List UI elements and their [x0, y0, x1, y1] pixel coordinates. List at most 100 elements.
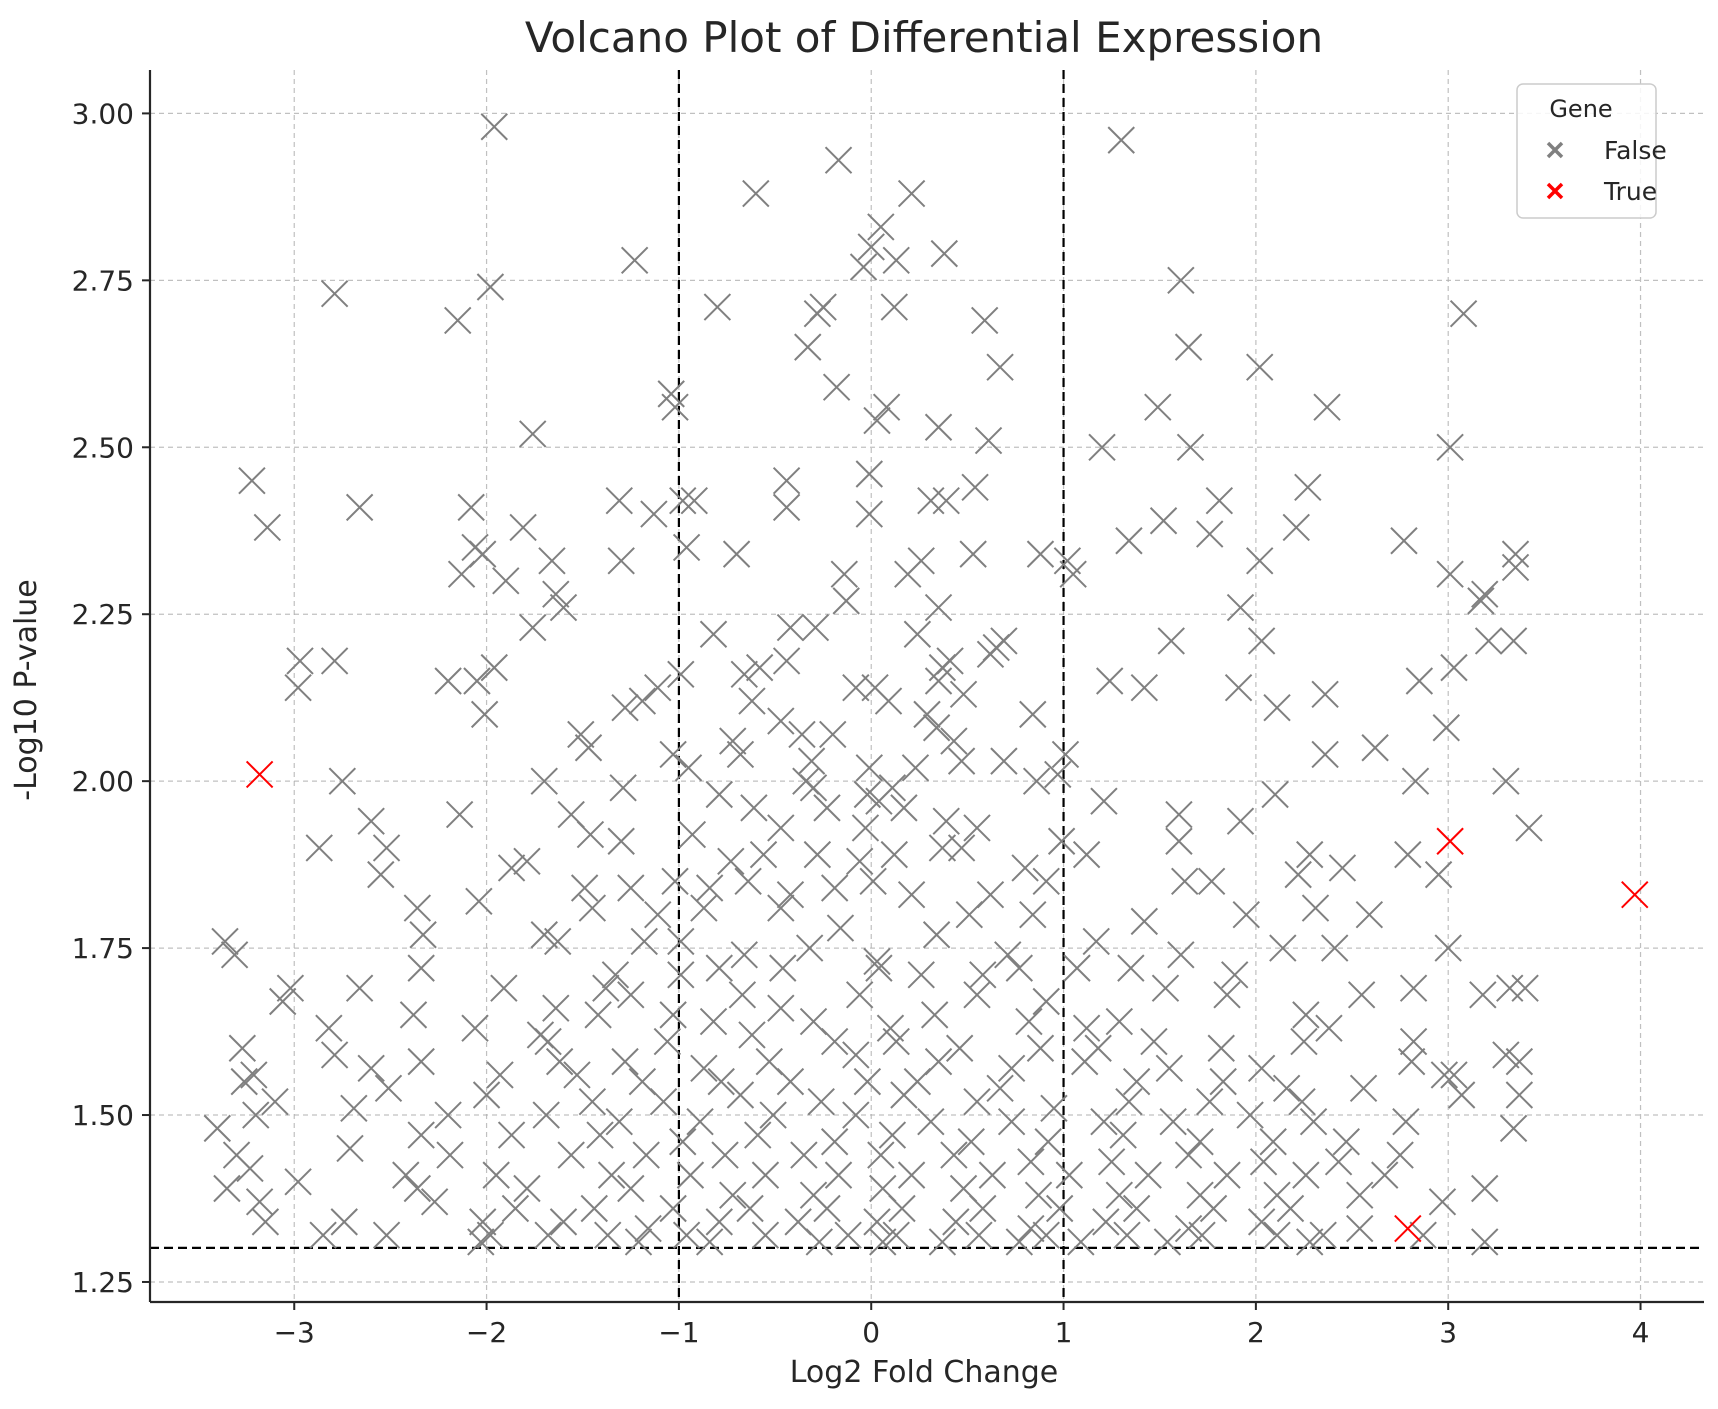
data-point	[1394, 840, 1422, 869]
data-point	[1471, 1228, 1499, 1256]
points-layer	[203, 113, 1649, 1256]
data-point	[284, 673, 312, 702]
data-point	[1397, 1047, 1426, 1076]
data-point	[1474, 627, 1503, 655]
data-point	[659, 1001, 687, 1029]
data-point	[611, 1047, 639, 1076]
data-point	[695, 874, 724, 902]
data-point	[345, 974, 374, 1002]
data-point	[970, 306, 999, 335]
data-point	[932, 807, 960, 835]
data-point	[445, 800, 474, 829]
data-point	[659, 1194, 687, 1223]
data-point	[1296, 1228, 1324, 1256]
data-point	[1034, 1128, 1062, 1156]
data-point	[913, 700, 941, 729]
data-point	[203, 1114, 232, 1143]
data-point	[738, 687, 766, 715]
data-point	[820, 1128, 849, 1156]
data-point	[409, 921, 437, 949]
data-point	[463, 667, 491, 695]
data-point	[1174, 1141, 1203, 1169]
data-point	[576, 820, 605, 849]
data-point	[922, 921, 951, 949]
data-point	[1165, 827, 1193, 855]
data-point	[865, 954, 893, 982]
y-tick-label: 1.25	[72, 1266, 134, 1299]
data-point	[480, 653, 508, 682]
data-point	[845, 981, 874, 1009]
data-point	[872, 393, 901, 421]
data-point	[1090, 1108, 1118, 1136]
data-point	[634, 1214, 662, 1243]
data-point	[730, 660, 758, 689]
data-point	[1292, 1001, 1320, 1029]
data-point	[676, 1161, 705, 1189]
data-point	[605, 486, 633, 515]
data-point	[978, 1161, 1007, 1189]
data-point	[1328, 854, 1357, 882]
data-point	[1349, 1074, 1378, 1103]
data-point	[1015, 1007, 1043, 1036]
data-point	[220, 941, 249, 969]
data-point	[357, 1054, 385, 1082]
data-point	[834, 1221, 862, 1249]
data-point	[878, 1121, 907, 1149]
data-point	[794, 333, 822, 361]
data-point	[1399, 974, 1428, 1002]
data-point	[1269, 934, 1297, 962]
data-point	[661, 393, 689, 421]
data-point	[1092, 1208, 1120, 1236]
data-point	[1171, 867, 1199, 896]
data-point	[1082, 927, 1110, 956]
data-point	[1097, 1148, 1126, 1176]
data-point	[563, 1061, 591, 1089]
data-point	[519, 420, 547, 448]
data-point	[769, 954, 797, 982]
data-point	[1115, 527, 1143, 555]
data-point	[1026, 540, 1055, 568]
data-point	[859, 867, 887, 896]
data-point	[711, 1141, 739, 1169]
chart-title: Volcano Plot of Differential Expression	[525, 13, 1323, 62]
data-point	[963, 1087, 991, 1116]
data-point	[532, 1101, 560, 1129]
data-point	[965, 1221, 993, 1249]
data-point	[1501, 553, 1530, 582]
data-point	[1401, 767, 1430, 795]
legend-marker-false	[1546, 141, 1564, 159]
data-point	[819, 720, 847, 749]
data-point	[407, 1121, 435, 1149]
data-point	[876, 1014, 905, 1042]
data-point	[242, 1101, 270, 1129]
data-point	[1019, 700, 1047, 729]
data-point	[924, 413, 953, 441]
data-point	[849, 253, 878, 281]
data-point	[501, 1194, 530, 1223]
data-point	[957, 1128, 985, 1156]
data-point	[940, 727, 968, 755]
data-point	[1188, 1221, 1216, 1249]
data-point	[519, 613, 547, 642]
data-point	[1440, 1061, 1468, 1089]
data-point	[465, 887, 493, 916]
legend-label-true: True	[1603, 177, 1657, 206]
data-point	[1026, 1034, 1055, 1062]
data-point	[801, 613, 830, 642]
data-point	[482, 1161, 510, 1189]
data-point	[472, 1081, 501, 1109]
data-point	[1155, 1054, 1184, 1082]
data-point	[1144, 393, 1172, 421]
data-point	[1496, 974, 1524, 1002]
data-point	[617, 874, 645, 902]
data-point	[592, 974, 620, 1002]
data-point	[436, 1141, 464, 1169]
data-point	[947, 747, 976, 775]
data-point	[897, 179, 926, 208]
data-point	[922, 714, 951, 742]
data-point	[830, 560, 859, 588]
data-point	[788, 720, 816, 749]
data-point	[1386, 1141, 1414, 1169]
data-point	[740, 794, 768, 822]
